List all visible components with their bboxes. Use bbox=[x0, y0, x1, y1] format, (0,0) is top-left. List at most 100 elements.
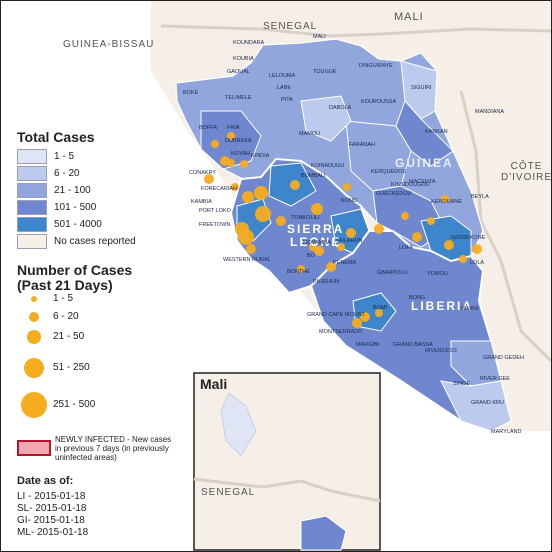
case-bubble bbox=[412, 232, 422, 242]
place-label: FREETOWN bbox=[199, 222, 231, 228]
guinea-siguiri bbox=[400, 60, 438, 120]
place-label: LABE bbox=[277, 85, 292, 91]
liberia-south-east bbox=[440, 380, 512, 432]
case-bubble bbox=[374, 224, 384, 234]
guinea-cote-divoire-border bbox=[459, 90, 551, 363]
legend-bubble bbox=[31, 296, 37, 302]
legend-swatch bbox=[17, 166, 47, 181]
legend-total-label: 21 - 100 bbox=[54, 185, 91, 196]
place-label: KONO bbox=[341, 198, 358, 204]
date-mali: ML- 2015-01-18 bbox=[17, 527, 89, 538]
legend-swatch bbox=[17, 234, 47, 249]
case-bubble bbox=[255, 206, 271, 222]
senegal-mali-border bbox=[160, 24, 551, 38]
case-bubble bbox=[444, 240, 454, 250]
case-bubble bbox=[240, 160, 248, 168]
case-bubble bbox=[227, 159, 235, 167]
legend-total-row: No cases reported bbox=[17, 234, 136, 249]
place-label: GAOUAL bbox=[227, 69, 250, 75]
legend-total-row: 6 - 20 bbox=[17, 166, 80, 181]
place-label: BOFFA bbox=[199, 125, 218, 131]
place-label: RIVER GEE bbox=[480, 376, 510, 382]
case-bubble bbox=[343, 183, 351, 191]
place-label: FRIA bbox=[227, 125, 240, 131]
legend-swatch bbox=[17, 183, 47, 198]
legend-newly-infected-text: NEWLY INFECTED - New cases in previous 7… bbox=[55, 435, 171, 462]
case-bubble bbox=[204, 174, 214, 184]
place-label: MARGIBI bbox=[356, 342, 380, 348]
newly-infected-line2: in previous 7 days (in previously bbox=[55, 444, 169, 453]
case-bubble bbox=[211, 140, 219, 148]
place-label: RIVERCESS bbox=[425, 348, 457, 354]
place-label: LOLA bbox=[470, 260, 485, 266]
date-liberia: LI - 2015-01-18 bbox=[17, 491, 86, 502]
date-sierra-leone: SL- 2015-01-18 bbox=[17, 503, 87, 514]
mali-inset-kayes bbox=[220, 392, 257, 457]
place-label: DUBREKA bbox=[225, 138, 252, 144]
place-label: BOKE bbox=[183, 90, 199, 96]
place-label: LOFA bbox=[399, 245, 414, 251]
date-guinea: GI- 2015-01-18 bbox=[17, 515, 85, 526]
place-label: BOMI bbox=[373, 305, 388, 311]
legend-past21-label: 251 - 500 bbox=[53, 399, 96, 410]
place-label: KOUNDARA bbox=[233, 40, 265, 46]
inset-label-senegal: SENEGAL bbox=[201, 487, 256, 498]
place-label: BO bbox=[307, 253, 315, 259]
place-label: BONTHE bbox=[287, 269, 310, 275]
case-bubble bbox=[297, 265, 305, 273]
place-label: MONTSERRADO bbox=[319, 329, 363, 335]
place-label: MANDIANA bbox=[475, 109, 505, 115]
case-bubble bbox=[227, 132, 235, 140]
legend-swatch bbox=[17, 217, 47, 232]
place-label: DABOLA bbox=[329, 105, 352, 111]
place-label: PUJEHUN bbox=[313, 279, 339, 285]
case-bubble bbox=[337, 243, 345, 251]
legend-bubble bbox=[24, 358, 44, 378]
place-label: KISSIDOUGOU bbox=[391, 182, 430, 188]
inset-title: Mali bbox=[200, 376, 228, 392]
dates-title: Date as of: bbox=[17, 475, 74, 487]
legend-total-row: 501 - 4000 bbox=[17, 217, 102, 232]
legend-past21-title-line2: (Past 21 Days) bbox=[17, 277, 113, 293]
legend-swatch bbox=[17, 149, 47, 164]
case-bubble bbox=[375, 309, 383, 317]
place-label: PITA bbox=[281, 97, 293, 103]
case-bubble bbox=[290, 180, 300, 190]
case-bubble bbox=[242, 191, 254, 203]
place-label: FARANAH bbox=[349, 142, 375, 148]
place-label: MARYLAND bbox=[491, 429, 522, 435]
legend-bubble bbox=[21, 392, 47, 418]
place-label: GRAND GEDEH bbox=[483, 355, 524, 361]
mali-inset-frame bbox=[193, 372, 381, 551]
newly-infected-line1: NEWLY INFECTED - New cases bbox=[55, 435, 172, 444]
place-label: KENEMA bbox=[333, 260, 357, 266]
place-label: KOUBIA bbox=[233, 56, 254, 62]
newly-infected-line3: uninfected areas) bbox=[55, 453, 117, 462]
place-label: LELOUMA bbox=[269, 73, 296, 79]
label-guinea-bissau: GUINEA-BISSAU bbox=[63, 39, 155, 50]
legend-total-row: 1 - 5 bbox=[17, 149, 74, 164]
case-bubble bbox=[311, 203, 323, 215]
place-label: WESTERN RURAL bbox=[223, 257, 271, 263]
guinea-dabola bbox=[300, 95, 352, 142]
legend-bubble bbox=[29, 312, 39, 322]
label-sierra-leone: SIERRA LEONE bbox=[287, 222, 345, 249]
place-label: KANKAN bbox=[425, 129, 448, 135]
mali-inset-border bbox=[193, 477, 381, 503]
case-bubble bbox=[246, 244, 256, 254]
place-label: DINGUIRAYE bbox=[359, 63, 393, 69]
place-label: GRAND KRU bbox=[471, 400, 505, 406]
place-label: GBARPOLU bbox=[377, 270, 408, 276]
legend-total-row: 101 - 500 bbox=[17, 200, 96, 215]
legend-total-label: No cases reported bbox=[54, 236, 136, 247]
legend-past21-label: 51 - 250 bbox=[53, 362, 90, 373]
legend-total-cases-title: Total Cases bbox=[17, 129, 95, 145]
place-label: KEROUANE bbox=[431, 199, 462, 205]
place-label: PORT LOKO bbox=[199, 208, 231, 214]
case-bubbles bbox=[204, 132, 482, 328]
place-label: MALI bbox=[313, 34, 326, 40]
place-label: MACENTA bbox=[409, 179, 436, 185]
legend-past21-label: 21 - 50 bbox=[53, 331, 85, 342]
